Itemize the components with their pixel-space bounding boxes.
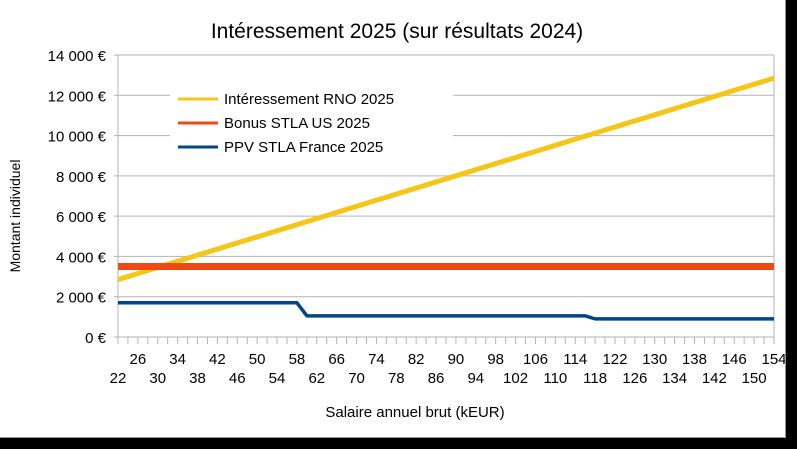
- x-tick-label: 150: [742, 370, 767, 387]
- x-tick-label: 118: [583, 370, 607, 387]
- y-tick-label: 2 000 €: [56, 290, 107, 307]
- legend-label: Intéressement RNO 2025: [224, 91, 394, 108]
- y-tick-label: 8 000 €: [56, 169, 107, 186]
- x-tick-label: 38: [189, 370, 206, 387]
- y-tick-label: 0 €: [85, 330, 107, 347]
- legend-label: Bonus STLA US 2025: [224, 115, 370, 132]
- series-line: [118, 301, 774, 321]
- chart-frame: 0 € 2 000 € 4 000 € 6 000 € 8 000 € 10 000 € 1…: [0, 0, 786, 438]
- x-tick-label: 98: [487, 351, 504, 368]
- x-tick-label: 146: [722, 351, 747, 368]
- x-tick-label: 22: [110, 370, 127, 387]
- x-tick-label: 34: [169, 351, 186, 368]
- y-tick-label: 12 000 €: [48, 88, 107, 105]
- x-tick-label: 90: [448, 351, 465, 368]
- x-tick-label: 82: [408, 351, 425, 368]
- x-tick-label: 134: [662, 370, 687, 387]
- chart-title: Intéressement 2025 (sur résultats 2024): [211, 20, 583, 43]
- y-axis-label: Montant individuel: [7, 160, 23, 273]
- y-tick-label: 14 000 €: [48, 48, 107, 65]
- x-tick-label: 46: [229, 370, 246, 387]
- x-tick-label: 130: [642, 351, 667, 368]
- x-tick-label: 66: [328, 351, 345, 368]
- x-tick-label: 102: [503, 370, 528, 387]
- line-chart: 0 € 2 000 € 4 000 € 6 000 € 8 000 € 10 000 € 1…: [7, 20, 785, 421]
- legend-label: PPV STLA France 2025: [224, 139, 383, 156]
- x-tick-label: 26: [130, 351, 147, 368]
- x-tick-label: 54: [269, 370, 286, 387]
- y-tick-label: 4 000 €: [56, 249, 107, 266]
- y-tick-label: 6 000 €: [56, 209, 107, 226]
- x-tick-label: 94: [467, 370, 484, 387]
- x-tick-label: 50: [249, 351, 266, 368]
- x-tick-label: 138: [682, 351, 707, 368]
- x-tick-label: 114: [563, 351, 587, 368]
- x-tick-label: 74: [368, 351, 385, 368]
- x-tick-label: 110: [543, 370, 567, 387]
- x-tick-label: 62: [308, 370, 325, 387]
- series-line: [117, 75, 775, 282]
- x-tick-label: 70: [348, 370, 365, 387]
- x-axis-label: Salaire annuel brut (kEUR): [325, 404, 504, 421]
- x-tick-label: 154: [761, 351, 785, 368]
- x-tick-label: 126: [622, 370, 647, 387]
- x-tick-label: 86: [428, 370, 445, 387]
- x-tick-label: 78: [388, 370, 405, 387]
- x-tick-label: 30: [149, 370, 166, 387]
- legend: Intéressement RNO 2025 Bonus STLA US 2025…: [178, 91, 394, 156]
- x-tick-label: 142: [702, 370, 727, 387]
- x-tick-label: 106: [523, 351, 548, 368]
- x-tick-label: 58: [289, 351, 306, 368]
- x-tick-label: 122: [602, 351, 627, 368]
- y-tick-label: 10 000 €: [48, 129, 107, 146]
- x-tick-label: 42: [209, 351, 226, 368]
